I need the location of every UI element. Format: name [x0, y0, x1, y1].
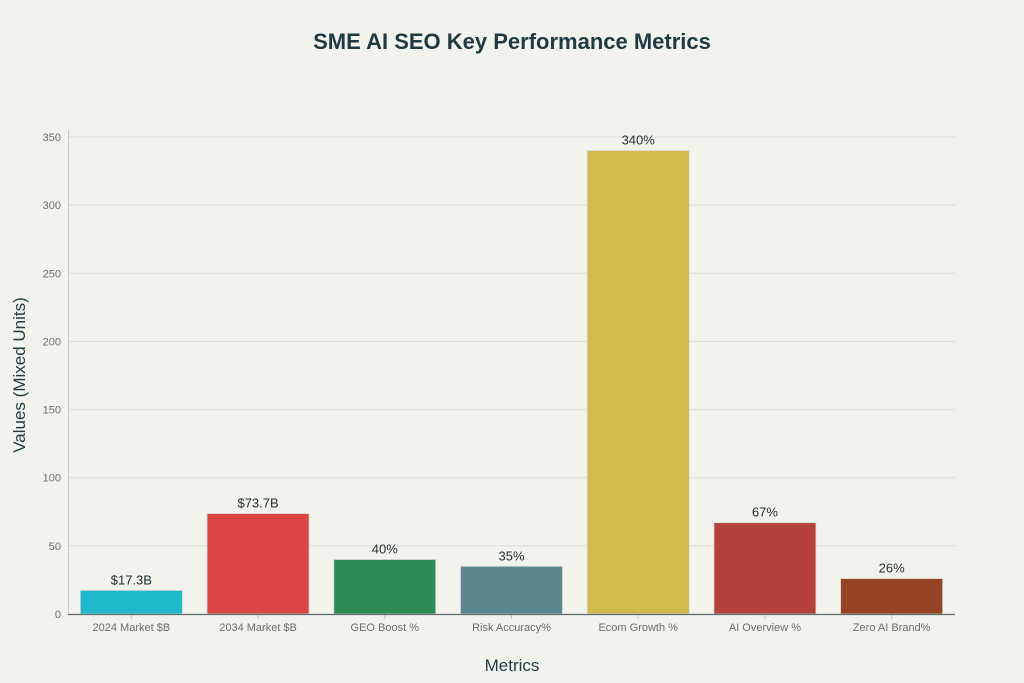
x-tick-label: AI Overview %	[729, 622, 801, 634]
y-tick-label: 300	[43, 200, 61, 212]
y-tick-label: 0	[55, 609, 61, 621]
gridlines	[68, 136, 955, 547]
x-tick-label: GEO Boost %	[351, 622, 420, 634]
data-label: $17.3B	[111, 572, 152, 587]
y-tick-label: 350	[43, 132, 61, 144]
bar	[586, 150, 690, 615]
y-tick-label: 150	[43, 405, 61, 417]
x-tick-label: 2024 Market $B	[93, 622, 171, 634]
bar	[840, 578, 944, 615]
data-label: 35%	[498, 548, 524, 563]
y-tick-label: 100	[43, 473, 61, 485]
x-axis-ticks: 2024 Market $B 2034 Market $B GEO Boost % R…	[93, 614, 931, 634]
bar	[460, 565, 563, 615]
y-tick-label: 200	[43, 336, 61, 348]
data-label: 26%	[879, 561, 905, 576]
x-tick-label: Ecom Growth %	[598, 622, 678, 634]
x-tick-label: Risk Accuracy%	[472, 622, 551, 634]
x-tick-label: Zero AI Brand%	[853, 622, 931, 634]
data-label: 67%	[752, 505, 778, 520]
bar	[206, 513, 310, 615]
y-tick-label: 50	[49, 541, 61, 553]
y-tick-label: 250	[43, 268, 61, 280]
y-axis-label: Values (Mixed Units)	[10, 297, 29, 453]
data-label: $73.7B	[237, 496, 278, 511]
data-label: 340%	[622, 133, 656, 148]
bar	[333, 559, 437, 615]
x-axis-label: Metrics	[485, 656, 540, 675]
bar	[79, 590, 183, 615]
chart-title: SME AI SEO Key Performance Metrics	[313, 29, 711, 54]
x-tick-label: 2034 Market $B	[219, 622, 297, 634]
data-label: 40%	[372, 541, 398, 556]
bars: $17.3B $73.7B 40% 35% 340% 67% 26%	[79, 133, 944, 615]
bar	[713, 522, 817, 615]
y-axis-ticks: 0 50 100 150 200 250 300 350	[43, 132, 61, 621]
